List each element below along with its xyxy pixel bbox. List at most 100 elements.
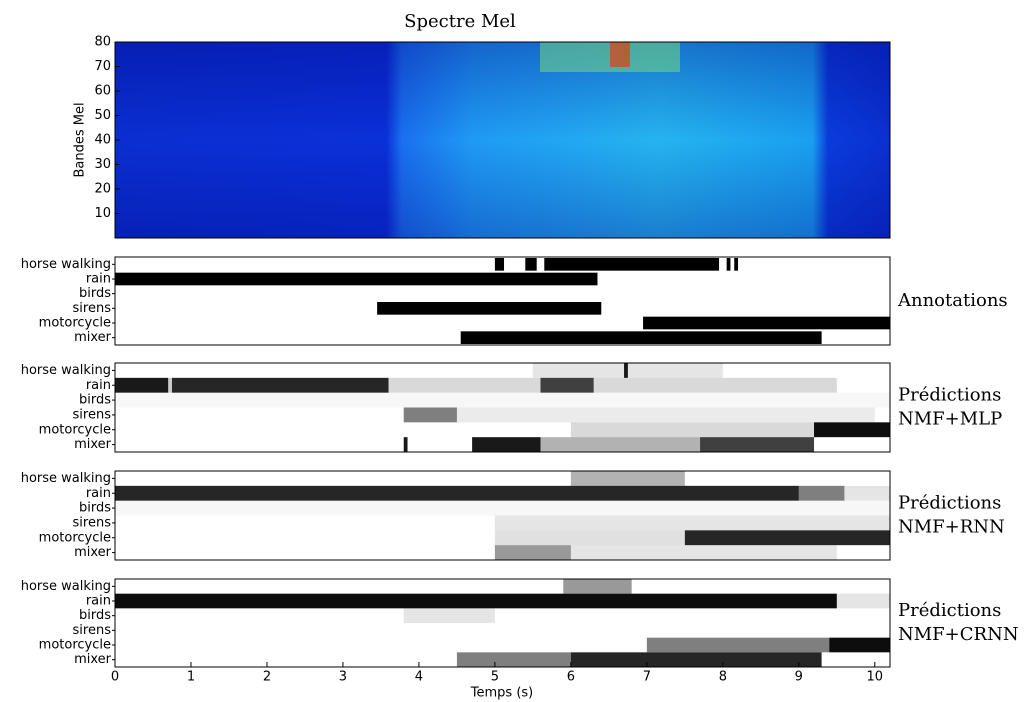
panel-label: NMF+RNN [898,517,1005,538]
x-tick-label: 2 [263,670,271,685]
y-tick-label: mixer [74,437,112,452]
event-bar [494,258,505,271]
y-tick-label: 10 [94,206,111,221]
heat-cell [829,637,890,653]
heat-cell [168,377,172,393]
heat-cell [540,437,701,452]
x-tick-label: 8 [719,670,727,685]
panel-label: NMF+MLP [898,409,1002,430]
axes-frame [114,256,891,346]
heat-cell [403,437,408,452]
heat-cell [563,579,632,594]
heat-cell [570,422,815,438]
y-tick-label: birds [79,501,111,516]
heat-cell [403,407,457,423]
y-tick-label: sirens [73,301,112,316]
y-tick-label: horse walking [21,471,111,486]
heat-cell [570,545,837,560]
y-tick-label: birds [79,286,111,301]
heat-cell [798,485,845,501]
panel-label: NMF+CRNN [898,624,1019,645]
heat-cell [456,407,875,423]
heat-cell [844,485,890,501]
heat-cell [836,593,890,609]
heat-cell [814,422,890,438]
axes-frame [114,41,891,239]
event-bar [734,258,739,271]
y-tick-label: 50 [94,108,111,123]
y-tick-label: rain [86,594,111,609]
y-tick-label: motorcycle [39,422,111,437]
axes-frame [114,470,891,561]
x-tick-label: 3 [339,670,347,685]
panel-label: Prédictions [898,493,1001,514]
y-tick-label: motorcycle [39,530,111,545]
x-axis-label: Temps (s) [470,686,533,701]
x-tick-label: 5 [491,670,499,685]
heat-cell [593,377,837,393]
event-bar [525,258,537,271]
y-tick-label: birds [79,393,111,408]
heat-cell [540,377,594,393]
heat-cell [570,652,822,667]
heat-cell [115,393,890,408]
heat-cell [494,545,571,560]
y-tick-label: 70 [94,59,111,74]
heat-cell [115,593,837,609]
event-bar [544,258,720,271]
y-tick-label: 80 [94,35,111,50]
y-tick-label: horse walking [21,257,111,272]
event-bar [643,316,890,330]
heat-cell [570,471,685,486]
heat-cell [403,608,495,623]
y-tick-label: sirens [73,407,112,422]
y-tick-label: 40 [94,133,111,148]
heat-cell [532,363,723,378]
y-tick-label: mixer [74,652,112,667]
heat-cell [115,485,799,501]
event-bar [460,331,822,344]
panel-label: Annotations [897,290,1008,311]
y-tick-label: 30 [94,157,111,172]
y-tick-label: sirens [73,515,112,530]
event-bar [377,302,602,315]
y-axis-label: Bandes Mel [73,102,88,177]
heat-cell [171,377,389,393]
chart-title: Spectre Mel [404,11,516,32]
x-tick-label: 4 [415,670,423,685]
heat-cell [115,377,169,393]
x-tick-label: 0 [111,670,119,685]
heat-cell [646,637,830,653]
y-tick-label: motorcycle [39,316,111,331]
x-tick-label: 10 [867,670,884,685]
y-tick-label: rain [86,378,111,393]
heat-cell [115,501,890,516]
y-tick-label: sirens [73,623,112,638]
y-tick-label: birds [79,608,111,623]
spectrogram-image [115,42,890,238]
y-tick-label: 60 [94,84,111,99]
heat-cell [494,530,685,546]
y-tick-label: motorcycle [39,638,111,653]
heat-cell [388,377,541,393]
panel-label: Prédictions [898,385,1001,406]
heat-cell [624,363,628,378]
x-tick-label: 6 [567,670,575,685]
event-bar [115,272,598,286]
axes-frame [114,362,891,453]
y-tick-label: mixer [74,330,112,345]
event-bar [726,258,731,271]
heat-cell [472,437,541,452]
x-tick-label: 1 [187,670,195,685]
y-tick-label: rain [86,272,111,287]
heat-cell [700,437,815,452]
y-tick-label: 20 [94,182,111,197]
heat-cell [684,530,890,546]
panel-label: Prédictions [898,600,1001,621]
heat-cell [494,515,890,531]
y-tick-label: horse walking [21,579,111,594]
x-tick-label: 9 [795,670,803,685]
y-tick-label: rain [86,486,111,501]
heat-cell [456,652,571,667]
